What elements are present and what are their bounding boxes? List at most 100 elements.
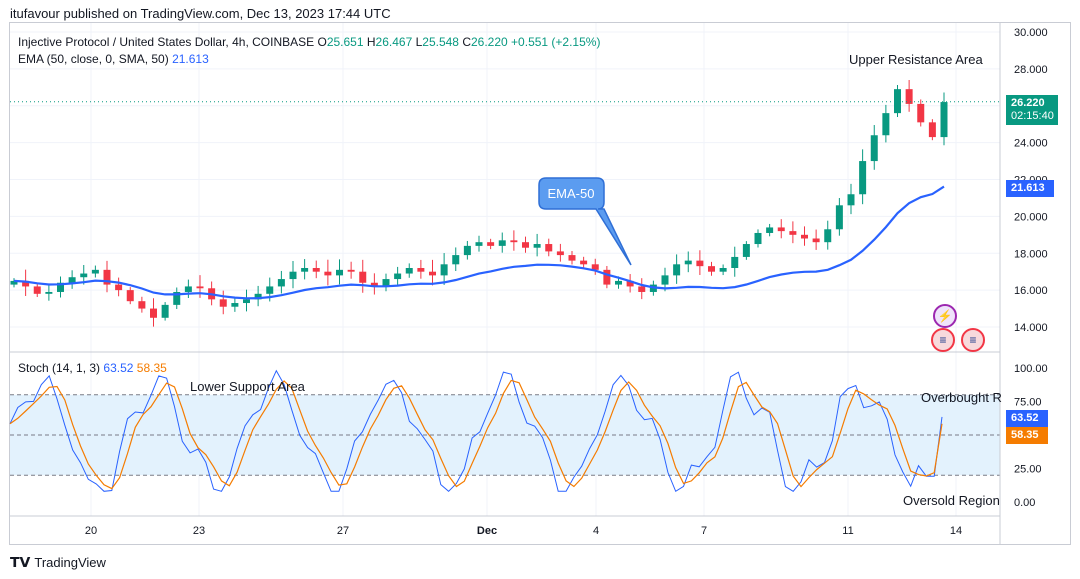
- candle-body: [824, 229, 832, 243]
- candle-body: [173, 291, 181, 305]
- chart-frame: [9, 22, 1071, 545]
- candle-body: [777, 227, 785, 232]
- candle-body: [417, 268, 425, 272]
- candle-body: [487, 242, 495, 246]
- bar-countdown: 02:15:40: [1011, 110, 1054, 122]
- candle-body: [812, 238, 820, 243]
- candle-body: [522, 242, 529, 248]
- candle-body: [359, 271, 367, 283]
- overbought-label: Overbought R: [921, 390, 1002, 405]
- time-tick-label: 27: [337, 525, 349, 537]
- lightning-icon[interactable]: ⚡: [933, 304, 957, 328]
- candle-body: [277, 279, 285, 287]
- candle-body: [870, 135, 878, 162]
- candle-body: [103, 269, 111, 285]
- candle-body: [684, 260, 692, 265]
- candle-body: [405, 268, 413, 274]
- tradingview-logo-icon: 𝗧𝗩: [10, 554, 31, 570]
- candle-body: [696, 260, 704, 267]
- stoch-legend[interactable]: Stoch (14, 1, 3) 63.52 58.35: [18, 361, 167, 375]
- candle-body: [859, 161, 867, 195]
- candle-body: [394, 273, 402, 280]
- candle-body: [754, 232, 762, 245]
- candle-body: [429, 271, 436, 276]
- candle-body: [452, 255, 460, 265]
- stoch-tick-label: 0.00: [1014, 497, 1035, 509]
- candle-body: [591, 264, 599, 270]
- time-tick-label: 7: [701, 525, 707, 537]
- time-tick-label: 4: [593, 525, 599, 537]
- candle-body: [917, 103, 925, 123]
- candle-body: [766, 227, 774, 233]
- candle-body: [57, 282, 64, 292]
- candle-body: [545, 244, 553, 252]
- footer-brand[interactable]: 𝗧𝗩 TradingView: [10, 554, 106, 570]
- candle-body: [940, 102, 948, 138]
- price-tick-label: 20.000: [1014, 211, 1048, 223]
- candle-body: [33, 286, 41, 294]
- candle-body: [789, 231, 797, 235]
- candle-body: [731, 256, 739, 268]
- candle-body: [219, 299, 227, 307]
- ema-legend[interactable]: EMA (50, close, 0, SMA, 50) 21.613: [18, 52, 209, 66]
- time-tick-label: 14: [950, 525, 962, 537]
- candle-body: [10, 280, 18, 285]
- candle-body: [80, 273, 88, 278]
- candle-body: [615, 280, 622, 285]
- candle-body: [835, 205, 843, 230]
- candle-body: [45, 291, 53, 294]
- candle-body: [661, 275, 669, 285]
- candle-body: [440, 264, 448, 276]
- time-tick-label: 11: [842, 525, 853, 537]
- candle-body: [847, 194, 855, 206]
- stoch-d-value: 58.35: [136, 361, 167, 375]
- candle-body: [68, 277, 76, 283]
- candle-body: [150, 308, 157, 318]
- change-value: +0.551 (+2.15%): [511, 35, 601, 49]
- price-tick-label: 14.000: [1014, 322, 1048, 334]
- candle-body: [580, 260, 588, 265]
- candle-body: [266, 286, 274, 294]
- candle-body: [289, 271, 297, 280]
- candle-body: [22, 280, 30, 287]
- price-tick-label: 16.000: [1014, 285, 1048, 297]
- published-caption: itufavour published on TradingView.com, …: [10, 6, 391, 21]
- candle-body: [742, 244, 750, 257]
- stoch-d-line: [9, 379, 943, 490]
- candle-body: [905, 89, 913, 104]
- price-tick-label: 24.000: [1014, 138, 1048, 150]
- time-tick-label: 23: [193, 525, 205, 537]
- candle-body: [161, 304, 169, 318]
- candle-body: [719, 268, 727, 272]
- stoch-k-tag: 63.52: [1006, 410, 1048, 427]
- candle-body: [184, 286, 192, 292]
- symbol-title[interactable]: Injective Protocol / United States Dolla…: [18, 35, 315, 49]
- open-value: 25.651: [326, 35, 364, 49]
- candle-body: [556, 251, 564, 256]
- stoch-k-line: [9, 369, 943, 493]
- oversold-label: Oversold Region: [903, 493, 1000, 508]
- price-tick-label: 30.000: [1014, 27, 1048, 39]
- candle-body: [638, 286, 646, 292]
- us-flag-icon[interactable]: ≡: [961, 328, 985, 352]
- candle-body: [708, 266, 715, 272]
- candle-body: [510, 240, 518, 243]
- candle-body: [568, 255, 576, 261]
- price-tick-label: 18.000: [1014, 248, 1048, 260]
- lower-support-label: Lower Support Area: [190, 379, 305, 394]
- candle-body: [382, 279, 390, 287]
- candle-body: [324, 271, 332, 276]
- stoch-tick-label: 75.00: [1014, 397, 1042, 409]
- candle-body: [91, 269, 99, 274]
- candle-body: [196, 286, 204, 289]
- us-flag-icon[interactable]: ≡: [931, 328, 955, 352]
- candle-body: [603, 269, 611, 285]
- stoch-d-tag: 58.35: [1006, 427, 1048, 444]
- time-tick-label: 20: [85, 525, 97, 537]
- stoch-k-value: 63.52: [103, 361, 134, 375]
- candle-body: [370, 282, 378, 287]
- candle-body: [312, 268, 320, 272]
- last-price-tag: 26.220 02:15:40: [1006, 95, 1058, 125]
- main-legend: Injective Protocol / United States Dolla…: [18, 35, 601, 49]
